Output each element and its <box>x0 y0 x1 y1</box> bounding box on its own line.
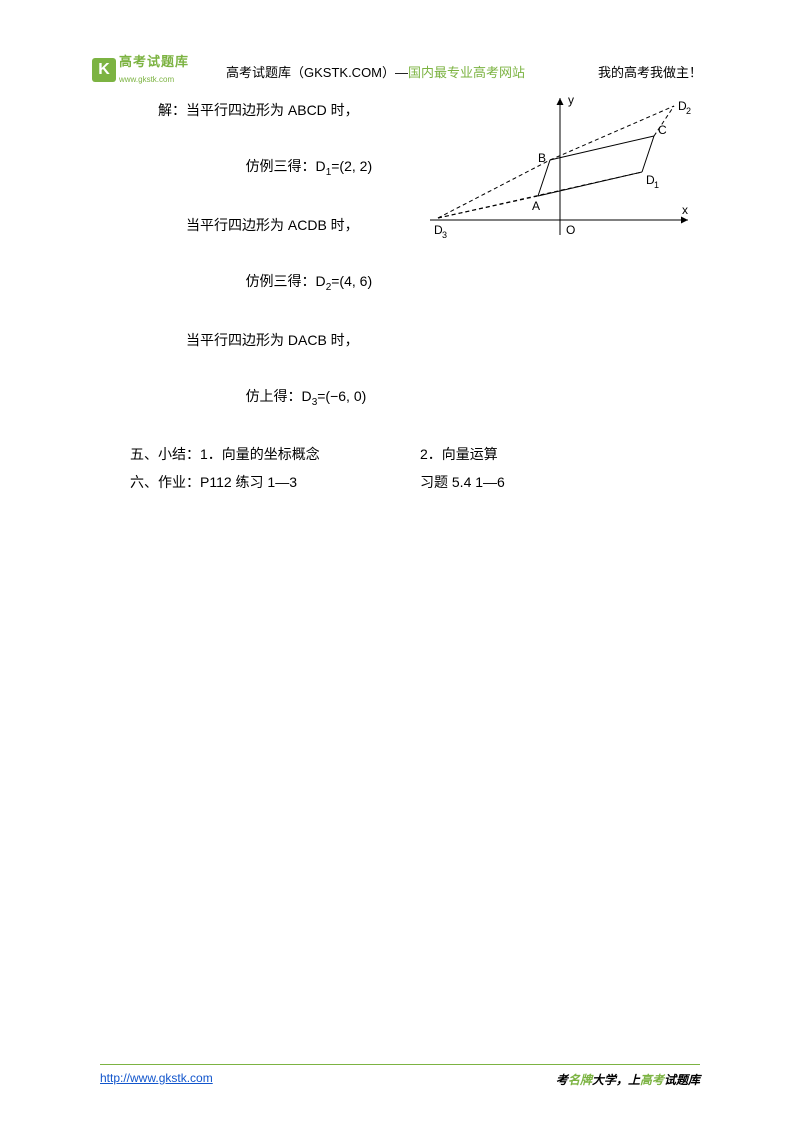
header-center-black: 高考试题库（GKSTK.COM）— <box>226 65 408 80</box>
svg-text:1: 1 <box>654 180 659 190</box>
line-4-post: =(4, 6) <box>331 273 372 289</box>
page-footer: http://www.gkstk.com 考名牌大学，上高考试题库 <box>100 1064 700 1088</box>
line-4: 仿例三得：D2=(4, 6) <box>130 239 685 326</box>
line-7: 五、小结：1．向量的坐标概念 2．向量运算 <box>130 440 685 468</box>
svg-text:x: x <box>682 203 688 217</box>
logo-icon: K <box>92 58 116 82</box>
line-2-pre: 仿例三得：D <box>246 158 326 174</box>
diagram-svg: OABCD1D2D3yx <box>430 90 700 250</box>
svg-text:y: y <box>568 93 574 107</box>
header-center: 高考试题库（GKSTK.COM）—国内最专业高考网站 <box>226 62 525 81</box>
footer-right-post: 试题库 <box>664 1073 700 1087</box>
logo-subtitle-url: www.gkstk.com <box>119 75 174 84</box>
logo: K 高考试题库 www.gkstk.com <box>92 56 202 84</box>
logo-title: 高考试题库 <box>119 54 189 69</box>
line-8: 六、作业：P112 练习 1—3 习题 5.4 1—6 <box>130 468 685 496</box>
svg-text:B: B <box>538 151 546 165</box>
header-right: 我的高考我做主！ <box>598 62 702 81</box>
footer-right-pre: 考 <box>556 1073 568 1087</box>
line-4-pre: 仿例三得：D <box>246 273 326 289</box>
line-2-post: =(2, 2) <box>331 158 372 174</box>
line-3-text: 当平行四边形为 ACDB 时， <box>158 217 359 233</box>
line-8a: 六、作业：P112 练习 1—3 <box>130 468 420 496</box>
line-6: 仿上得：D3=(−6, 0) <box>130 354 685 441</box>
line-5-text: 当平行四边形为 DACB 时， <box>158 332 359 348</box>
footer-right-green2: 高考 <box>640 1073 664 1087</box>
svg-text:O: O <box>566 223 575 237</box>
svg-text:2: 2 <box>686 106 691 116</box>
line-5: 当平行四边形为 DACB 时， <box>130 326 685 354</box>
logo-text: 高考试题库 www.gkstk.com <box>119 54 189 86</box>
svg-text:A: A <box>532 199 540 213</box>
footer-right-green1: 名牌 <box>568 1073 592 1087</box>
svg-text:3: 3 <box>442 230 447 240</box>
footer-right-mid: 大学，上 <box>592 1073 640 1087</box>
footer-url[interactable]: http://www.gkstk.com <box>100 1071 213 1088</box>
line-7b: 2．向量运算 <box>420 440 498 468</box>
header-center-green: 国内最专业高考网站 <box>408 65 525 80</box>
svg-text:C: C <box>658 123 667 137</box>
line-6-post: =(−6, 0) <box>317 388 366 404</box>
footer-right: 考名牌大学，上高考试题库 <box>556 1071 700 1088</box>
line-7a: 五、小结：1．向量的坐标概念 <box>130 440 420 468</box>
vector-diagram: OABCD1D2D3yx <box>430 90 700 250</box>
line-8b: 习题 5.4 1—6 <box>420 468 505 496</box>
line-6-pre: 仿上得：D <box>246 388 312 404</box>
